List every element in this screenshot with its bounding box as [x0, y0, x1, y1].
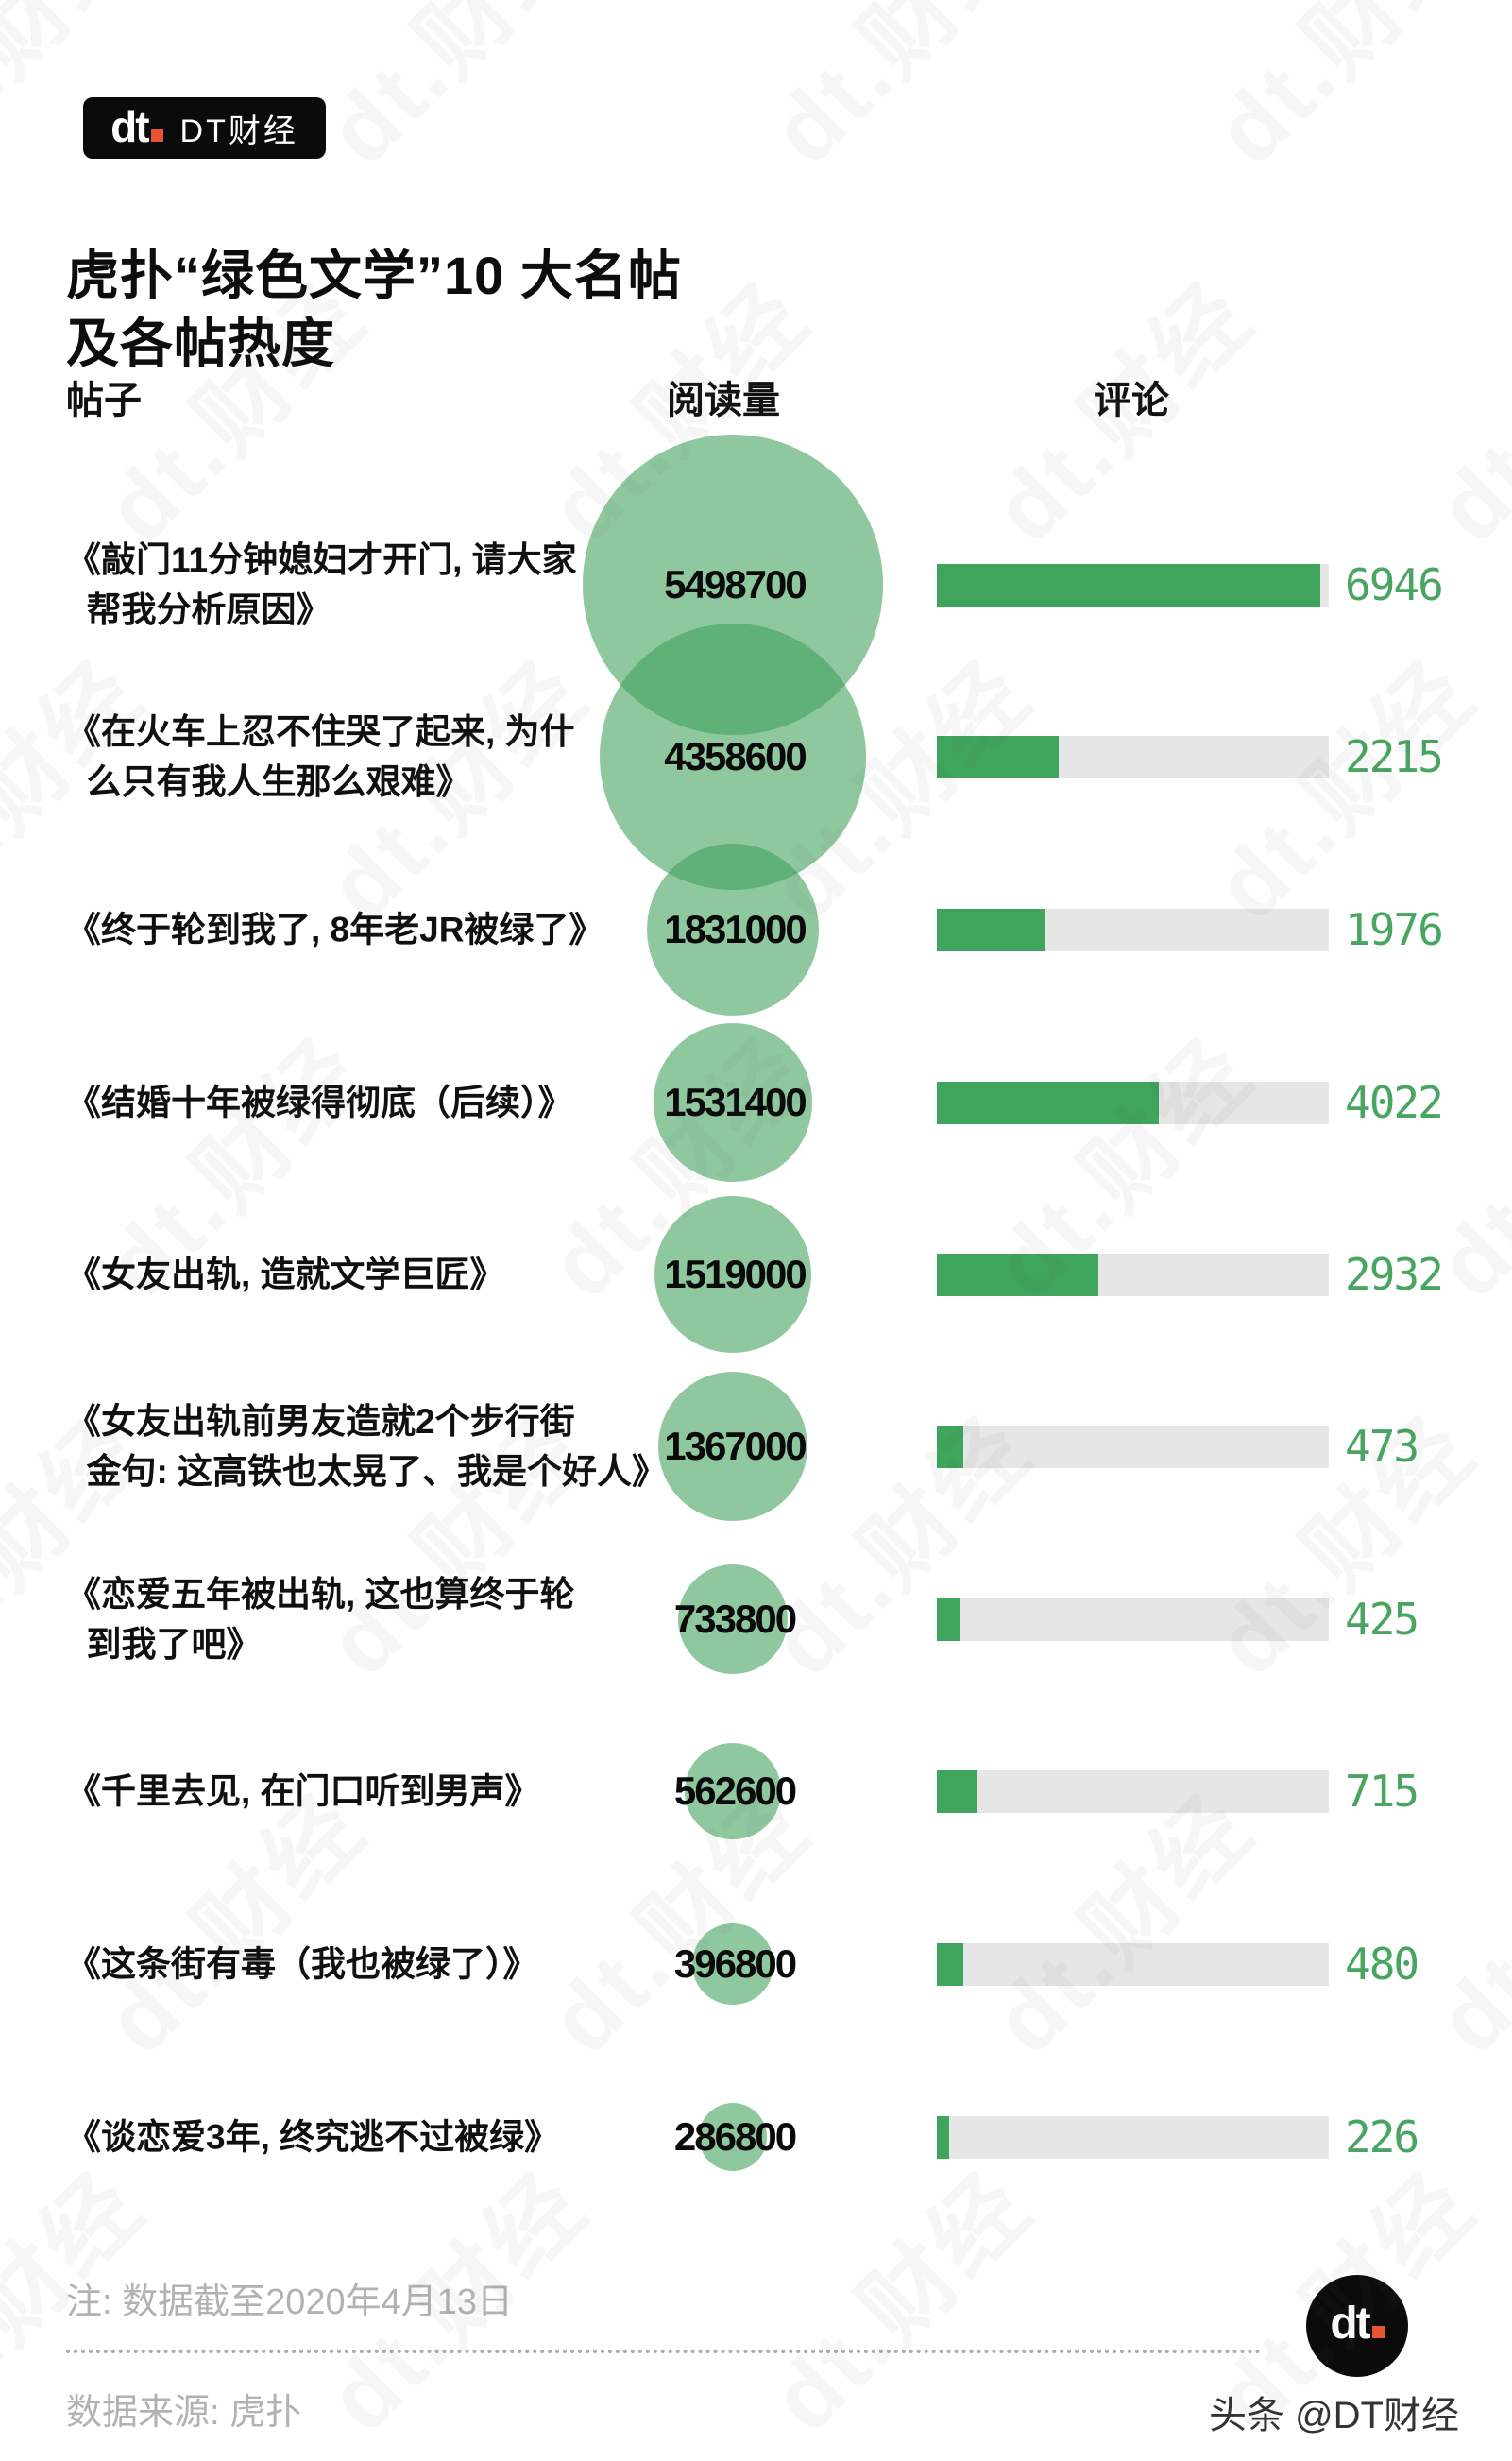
post-title: 《女友出轨, 造就文学巨匠》 — [66, 1250, 661, 1300]
comments-bar-fill — [937, 1081, 1159, 1124]
comments-bar-fill — [937, 1425, 963, 1468]
reads-bubble — [678, 1564, 788, 1674]
comments-bar-fill — [937, 1253, 1098, 1296]
page-title-line2: 及各帖热度 — [66, 313, 335, 373]
comments-bar-track — [937, 1081, 1329, 1124]
comments-bar-fill — [937, 1598, 960, 1641]
comments-bar-track — [937, 1942, 1329, 1986]
comments-value: 480 — [1345, 1939, 1419, 1990]
comments-bar-fill — [937, 735, 1059, 778]
post-title-line: 么只有我人生那么艰难》 — [86, 762, 471, 801]
post-title-line: 《终于轮到我了, 8年老JR被绿了》 — [66, 910, 604, 949]
column-header-comments: 评论 — [1094, 380, 1169, 421]
post-title: 《这条街有毒（我也被绿了）》 — [66, 1940, 661, 1990]
post-title-line: 《女友出轨前男友造就2个步行街 — [66, 1402, 575, 1441]
footer-logo: dt — [1306, 2275, 1408, 2377]
footer-source: 数据来源: 虎扑 — [66, 2393, 302, 2433]
reads-value: 286800 — [673, 2114, 797, 2159]
comments-bar-track — [937, 1253, 1329, 1296]
comments-value: 6946 — [1345, 559, 1444, 610]
footer-divider — [66, 2350, 1261, 2353]
post-title: 《终于轮到我了, 8年老JR被绿了》 — [66, 905, 661, 955]
reads-value: 733800 — [673, 1597, 797, 1641]
reads-bubble — [657, 1371, 808, 1522]
comments-bar-track — [937, 1598, 1329, 1641]
post-title-line: 帮我分析原因》 — [86, 590, 331, 629]
comments-value: 2215 — [1345, 731, 1444, 782]
comments-bar-track — [937, 735, 1329, 778]
reads-value: 1831000 — [664, 907, 807, 951]
comments-value: 226 — [1345, 2111, 1419, 2162]
comments-value: 425 — [1345, 1594, 1419, 1645]
post-title: 《敲门11分钟媳妇才开门, 请大家帮我分析原因》 — [66, 535, 661, 635]
reads-bubble — [646, 843, 820, 1017]
comments-bar-fill — [937, 1942, 963, 1986]
post-title: 《结婚十年被绿得彻底（后续）》 — [66, 1078, 661, 1128]
reads-bubble — [698, 2102, 768, 2172]
comments-bar-track — [937, 2115, 1329, 2159]
comments-bar-track — [937, 1769, 1329, 1813]
reads-value: 1531400 — [664, 1080, 807, 1124]
column-header-reads: 阅读量 — [667, 380, 780, 421]
post-title: 《恋爱五年被出轨, 这也算终于轮到我了吧》 — [66, 1569, 661, 1669]
comments-bar-fill — [937, 2115, 949, 2159]
reads-value: 396800 — [673, 1941, 797, 1986]
dt-footer-logo-dot-icon — [1371, 2326, 1385, 2338]
post-title-line: 到我了吧》 — [86, 1625, 262, 1664]
comments-bar-fill — [937, 563, 1320, 607]
post-title-line: 《千里去见, 在门口听到男声》 — [66, 1771, 540, 1811]
brand-badge: dt DT财经 — [83, 97, 326, 159]
post-title: 《谈恋爱3年, 终究逃不过被绿》 — [66, 2112, 661, 2162]
reads-value: 1367000 — [664, 1424, 807, 1468]
comments-value: 2932 — [1345, 1249, 1444, 1300]
reads-bubble — [685, 1743, 781, 1839]
post-title-line: 《敲门11分钟媳妇才开门, 请大家 — [66, 540, 577, 579]
comments-value: 4022 — [1345, 1077, 1444, 1128]
post-title-line: 《恋爱五年被出轨, 这也算终于轮 — [66, 1575, 575, 1614]
comments-bar-track — [937, 1425, 1329, 1468]
reads-value: 5498700 — [664, 562, 807, 607]
reads-bubble — [692, 1923, 773, 2005]
reads-value: 1519000 — [664, 1252, 807, 1296]
post-title-line: 《女友出轨, 造就文学巨匠》 — [66, 1255, 505, 1294]
reads-bubble — [654, 1023, 812, 1182]
comments-bar-track — [937, 563, 1329, 607]
page-title-line1: 虎扑“绿色文学”10 大名帖 — [66, 245, 682, 305]
post-title-line: 金句: 这高铁也太晃了、我是个好人》 — [86, 1452, 668, 1491]
comments-bar-fill — [937, 1769, 977, 1813]
dt-logo-dot-icon — [150, 128, 163, 142]
comments-value: 1976 — [1345, 904, 1444, 955]
comments-value: 715 — [1345, 1766, 1419, 1817]
post-title-line: 《谈恋爱3年, 终究逃不过被绿》 — [66, 2117, 560, 2157]
post-title: 《女友出轨前男友造就2个步行街金句: 这高铁也太晃了、我是个好人》 — [66, 1396, 668, 1496]
comments-bar-fill — [937, 908, 1045, 951]
brand-name: DT财经 — [179, 113, 298, 149]
reads-value: 4358600 — [664, 734, 807, 778]
comments-bar-track — [937, 908, 1329, 951]
post-title: 《千里去见, 在门口听到男声》 — [66, 1767, 661, 1817]
post-title-line: 《在火车上忍不住哭了起来, 为什 — [66, 712, 575, 751]
comments-value: 473 — [1345, 1421, 1419, 1472]
column-header-posts: 帖子 — [66, 380, 142, 421]
page-title: 虎扑“绿色文学”10 大名帖 及各帖热度 — [66, 242, 682, 378]
post-title: 《在火车上忍不住哭了起来, 为什么只有我人生那么艰难》 — [66, 707, 661, 807]
footer-note: 注: 数据截至2020年4月13日 — [66, 2282, 514, 2322]
footer-credit: 头条 @DT财经 — [1208, 2395, 1459, 2436]
reads-value: 562600 — [673, 1769, 797, 1813]
dt-footer-logo-icon: dt — [1330, 2301, 1385, 2347]
reads-bubble — [654, 1195, 812, 1354]
dt-logo-icon: dt — [110, 105, 163, 148]
post-title-line: 《结婚十年被绿得彻底（后续）》 — [66, 1083, 573, 1122]
post-title-line: 《这条街有毒（我也被绿了）》 — [66, 1944, 538, 1984]
